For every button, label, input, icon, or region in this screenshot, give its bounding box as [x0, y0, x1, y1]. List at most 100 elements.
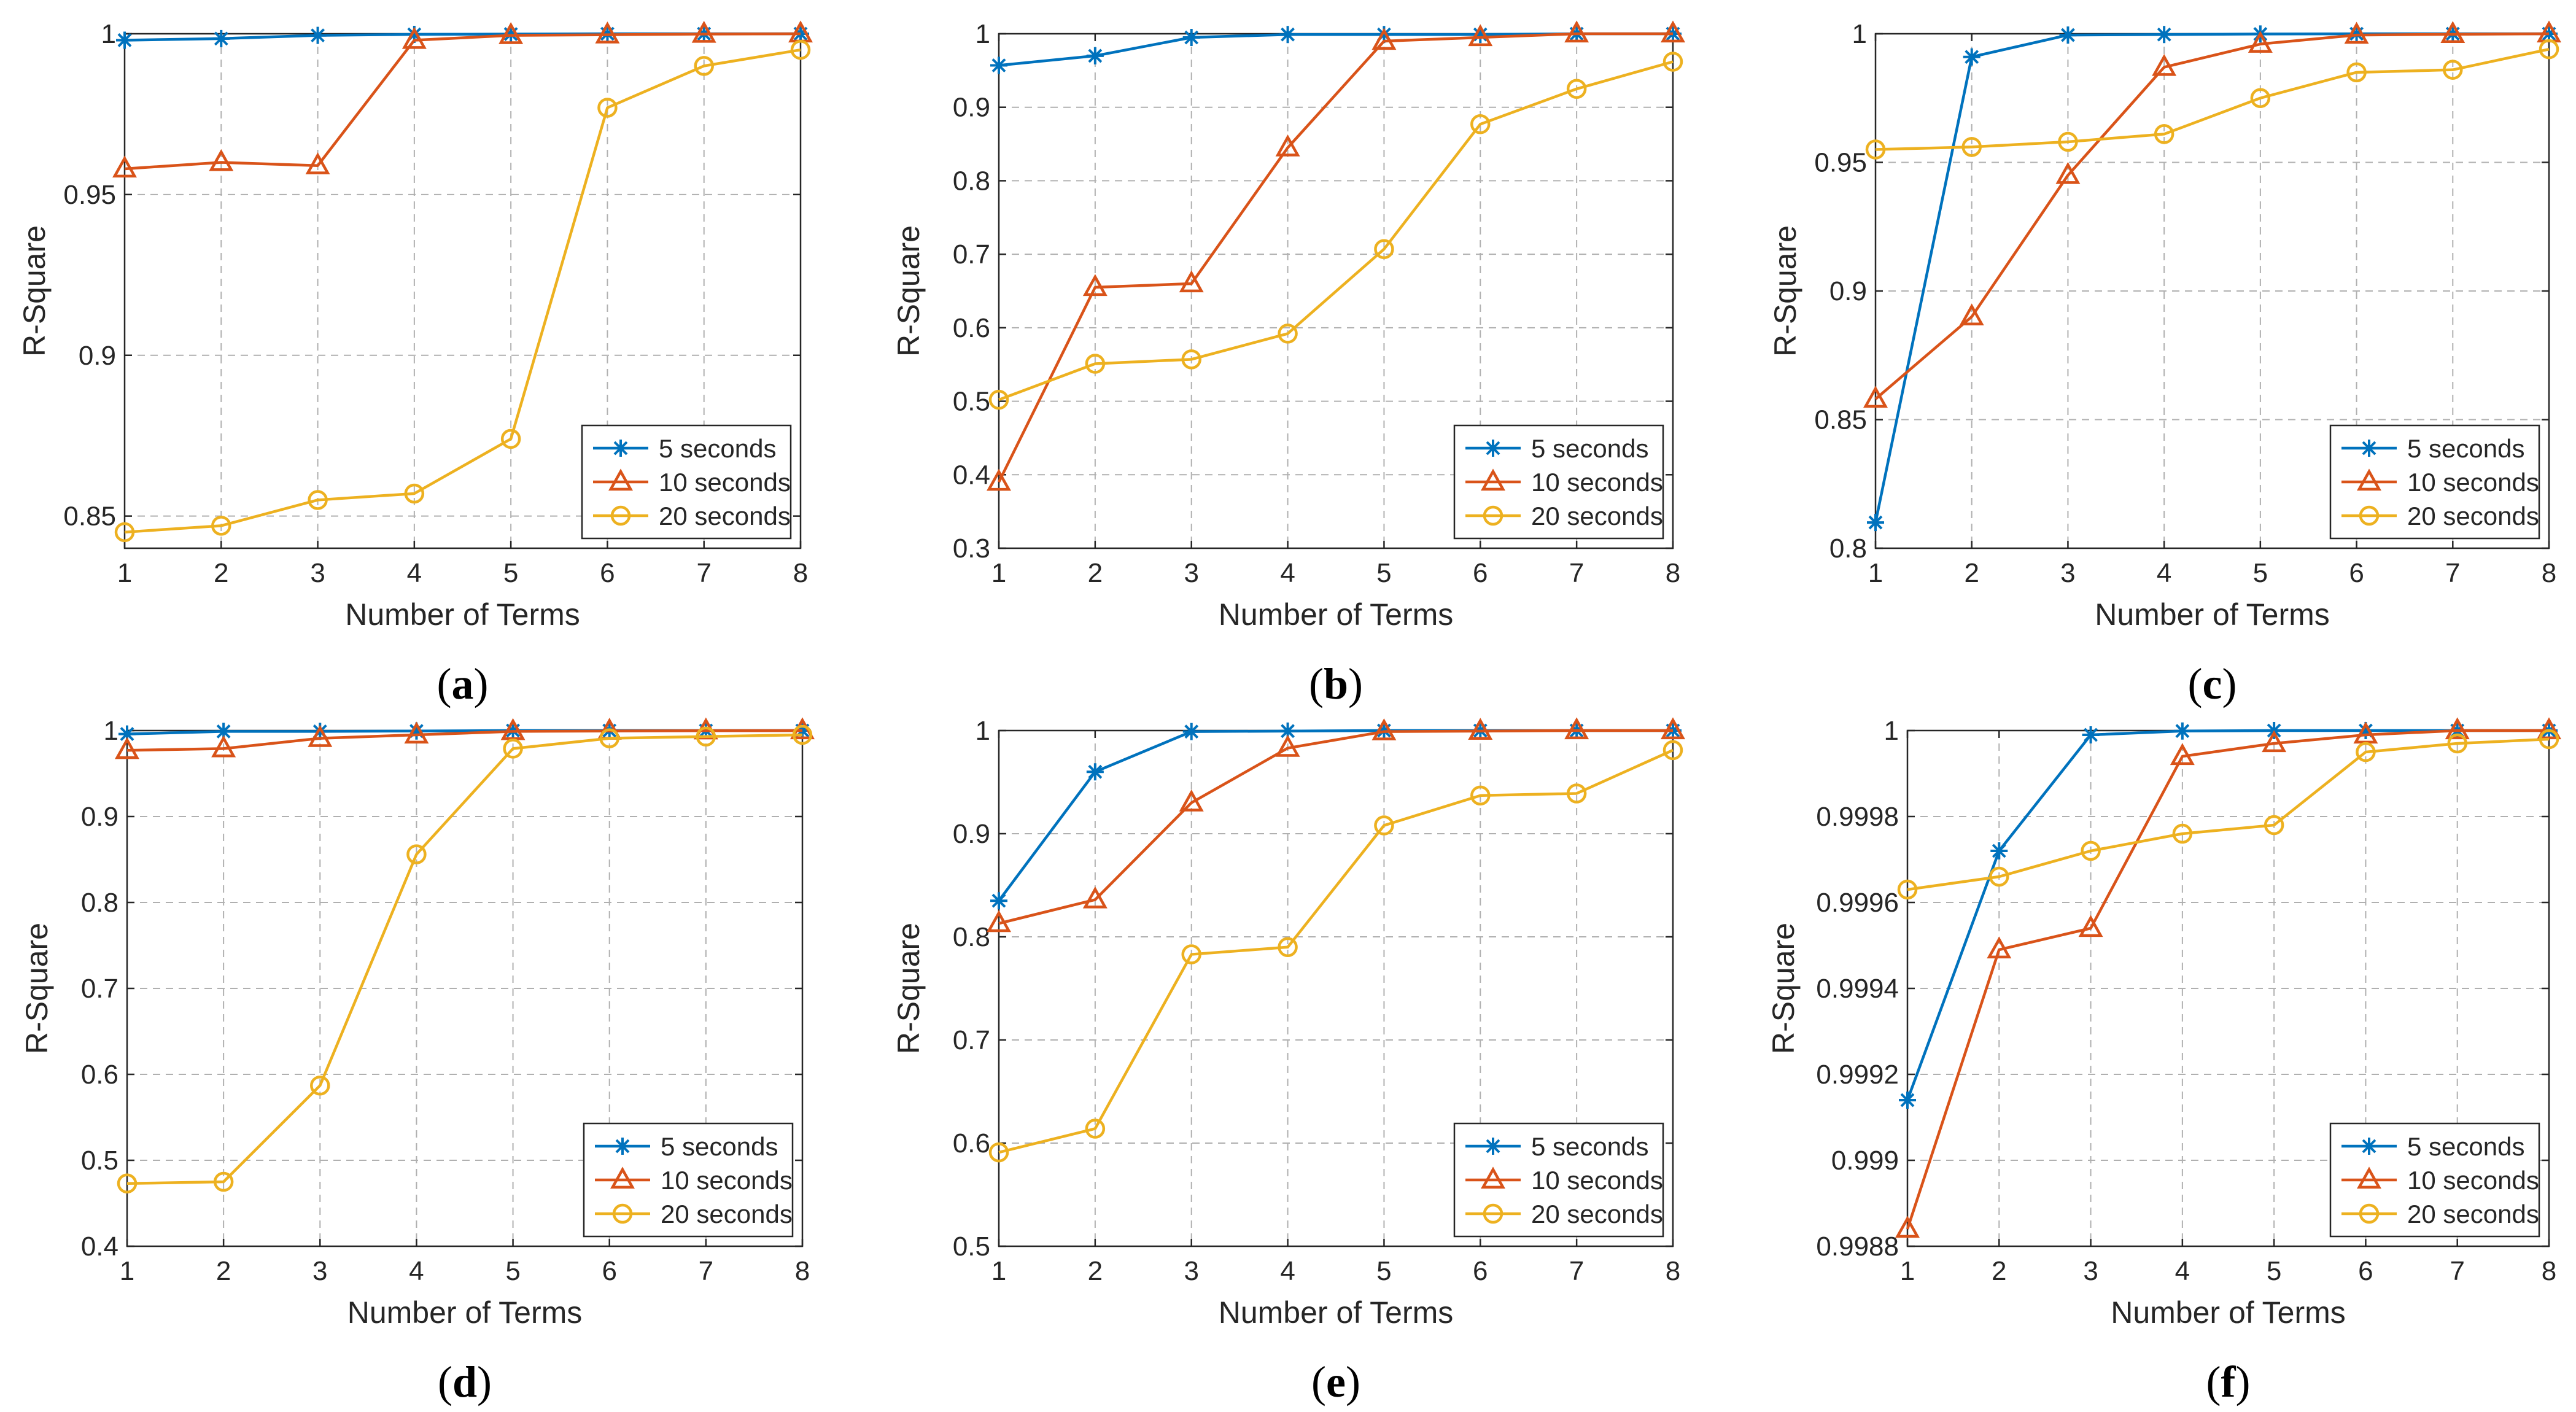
- data-point: [1182, 723, 1200, 740]
- data-point: [2081, 840, 2101, 861]
- data-point: [990, 892, 1007, 910]
- data-point: [1472, 26, 1489, 44]
- data-point: [499, 22, 524, 44]
- x-tick-label: 1: [991, 558, 1006, 588]
- panel-caption: (c): [2188, 659, 2237, 708]
- series-line: [997, 32, 1673, 483]
- x-tick-label: 1: [120, 1256, 134, 1286]
- data-point: [2539, 39, 2559, 60]
- data-point: [2445, 717, 2470, 740]
- data-point: [1662, 52, 1683, 72]
- x-tick-label: 4: [1280, 1256, 1295, 1286]
- data-point: [2059, 26, 2077, 44]
- data-point: [987, 910, 1011, 933]
- series-line: [998, 60, 1674, 401]
- y-tick-label: 0.9994: [1816, 974, 1899, 1004]
- data-point: [2082, 726, 2100, 743]
- legend-entry: 20 seconds: [2407, 1200, 2539, 1228]
- data-point: [308, 724, 333, 747]
- data-point: [1181, 349, 1201, 370]
- y-tick-label: 0.7: [81, 974, 118, 1004]
- legend-marker: [1481, 1166, 1505, 1189]
- series-line: [126, 729, 803, 752]
- legend-marker: [2359, 505, 2380, 526]
- y-tick-label: 0.9988: [1816, 1232, 1899, 1262]
- x-tick-label: 7: [2450, 1256, 2464, 1286]
- data-point: [1182, 28, 1200, 46]
- legend-marker: [2357, 1166, 2381, 1189]
- x-tick-label: 4: [2175, 1256, 2190, 1286]
- x-tick-label: 5: [505, 1256, 520, 1286]
- data-point: [1279, 26, 1297, 44]
- panel-b: 1 2 3 4 5 6 7 8 0.3 0.4 0.5 0.6 0.7 0.8 0.9 1 Number of …: [891, 19, 1685, 708]
- legend-entry: 5 seconds: [2407, 434, 2524, 463]
- legend-marker: [2357, 468, 2381, 491]
- data-point: [1661, 717, 1685, 740]
- data-point: [1564, 717, 1589, 740]
- y-tick-label: 0.8: [81, 888, 118, 918]
- data-point: [1867, 514, 1884, 532]
- data-point: [2170, 743, 2195, 766]
- y-tick-label: 0.999: [1831, 1146, 1899, 1176]
- series-line: [998, 748, 1674, 1154]
- data-point: [2447, 733, 2467, 754]
- x-tick-label: 6: [602, 1256, 616, 1286]
- data-point: [2055, 161, 2081, 184]
- series-line: [1874, 32, 2550, 400]
- data-point: [308, 490, 328, 510]
- y-tick-label: 1: [104, 716, 118, 746]
- y-tick-label: 0.4: [953, 460, 990, 490]
- data-point: [408, 722, 425, 740]
- x-tick-label: 3: [1184, 558, 1198, 588]
- data-point: [116, 31, 133, 49]
- panel-a: 1 2 3 4 5 6 7 8 0.85 0.9 0.95 1 Number of Terms R-Squ…: [17, 19, 813, 708]
- data-point: [309, 26, 327, 44]
- legend-marker: [1483, 1203, 1503, 1224]
- x-tick-label: 4: [407, 558, 422, 588]
- data-point: [1863, 386, 1888, 408]
- y-tick-label: 1: [976, 716, 990, 746]
- data-point: [1082, 274, 1108, 297]
- legend-marker: [612, 440, 629, 457]
- x-tick-label: 1: [991, 1256, 1006, 1286]
- y-tick-label: 0.9998: [1816, 802, 1899, 832]
- data-point: [209, 149, 234, 171]
- data-point: [1275, 734, 1300, 757]
- data-point: [2155, 26, 2173, 44]
- legend-marker: [2361, 1138, 2378, 1155]
- x-tick-label: 2: [216, 1256, 231, 1286]
- panel-caption: (a): [437, 659, 489, 708]
- data-point: [1374, 815, 1394, 836]
- x-axis-label: Number of Terms: [2095, 597, 2330, 632]
- data-point: [118, 725, 136, 743]
- x-tick-label: 3: [310, 558, 325, 588]
- data-point: [2172, 823, 2193, 844]
- data-point: [1564, 20, 1589, 43]
- x-tick-label: 4: [1280, 558, 1295, 588]
- panel-caption: (f): [2206, 1357, 2251, 1406]
- legend-entry: 20 seconds: [661, 1200, 793, 1228]
- data-point: [1082, 886, 1108, 909]
- data-point: [406, 844, 427, 864]
- data-point: [404, 721, 429, 744]
- data-point: [2058, 131, 2078, 152]
- legend-marker: [608, 468, 633, 491]
- data-point: [988, 389, 1009, 410]
- x-tick-label: 8: [1666, 1256, 1680, 1286]
- data-point: [114, 522, 135, 543]
- data-point: [792, 724, 813, 745]
- x-tick-label: 7: [2445, 558, 2460, 588]
- panel-d: 1 2 3 4 5 6 7 8 0.4 0.5 0.6 0.7 0.8 0.9 1 Number of Ter…: [20, 716, 815, 1406]
- data-point: [694, 56, 714, 76]
- data-point: [1279, 722, 1297, 740]
- x-tick-label: 6: [2358, 1256, 2373, 1286]
- data-point: [2539, 729, 2559, 750]
- x-tick-label: 8: [793, 558, 808, 588]
- data-point: [1961, 137, 1982, 157]
- data-point: [500, 429, 521, 449]
- y-tick-label: 0.4: [81, 1232, 118, 1262]
- x-tick-label: 1: [1868, 558, 1883, 588]
- y-tick-label: 0.9: [953, 93, 990, 123]
- data-point: [2357, 722, 2375, 739]
- data-point: [211, 735, 236, 758]
